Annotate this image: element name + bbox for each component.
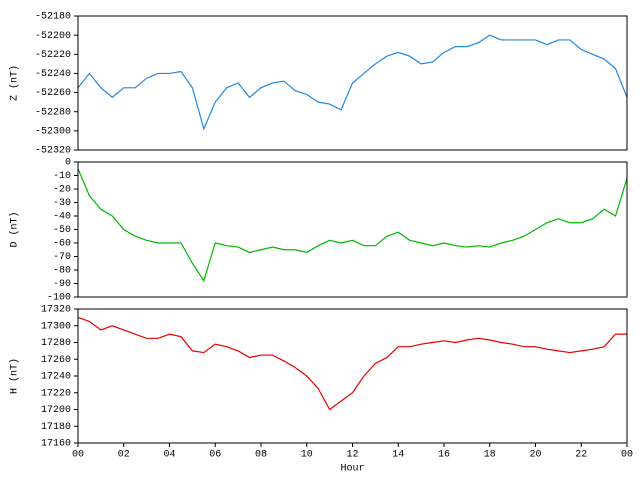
x-tick-label: 00	[621, 450, 633, 461]
y-tick-label: -100	[47, 293, 71, 304]
x-tick-label: 12	[346, 450, 358, 461]
y-axis-label: Z (nT)	[9, 65, 21, 101]
data-line	[77, 168, 628, 283]
x-tick-label: 20	[529, 450, 541, 461]
y-tick-label: -52200	[35, 31, 71, 42]
y-tick-label: -30	[53, 198, 71, 209]
y-tick-label: 17200	[41, 405, 71, 416]
y-tick-label: -50	[53, 225, 71, 236]
plot-frame	[77, 15, 628, 151]
data-line	[77, 34, 628, 131]
y-tick-label: -52320	[35, 146, 71, 157]
x-tick-label: 18	[484, 450, 496, 461]
y-tick-label: -52260	[35, 88, 71, 99]
y-tick-label: -20	[53, 185, 71, 196]
y-axis-label: H (nT)	[9, 358, 21, 394]
y-tick-label: -40	[53, 212, 71, 223]
y-tick-label: -70	[53, 252, 71, 263]
y-tick-label: 17320	[41, 305, 71, 316]
x-tick-label: 04	[163, 450, 175, 461]
x-tick-label: 00	[72, 450, 84, 461]
x-tick-label: 22	[575, 450, 587, 461]
y-tick-label: -52280	[35, 107, 71, 118]
y-tick-label: 17260	[41, 355, 71, 366]
y-tick-label: 17240	[41, 372, 71, 383]
y-tick-label: -10	[53, 171, 71, 182]
y-tick-label: 0	[65, 158, 71, 169]
x-tick-label: 16	[438, 450, 450, 461]
x-tick-label: 14	[392, 450, 404, 461]
y-tick-label: 17220	[41, 388, 71, 399]
y-tick-label: -52220	[35, 50, 71, 61]
y-tick-label: -52300	[35, 126, 71, 137]
y-tick-label: -80	[53, 266, 71, 277]
plot-frame	[77, 161, 628, 298]
plot-frame	[77, 308, 628, 444]
x-tick-label: 10	[301, 450, 313, 461]
x-tick-label: 06	[209, 450, 221, 461]
y-tick-label: -52180	[35, 12, 71, 23]
y-tick-label: 17300	[41, 321, 71, 332]
data-line	[77, 316, 627, 411]
y-tick-label: -90	[53, 279, 71, 290]
x-axis-label: Hour	[340, 464, 364, 475]
y-tick-label: -60	[53, 239, 71, 250]
y-tick-label: -52240	[35, 69, 71, 80]
y-axis-label: D (nT)	[9, 211, 21, 247]
y-tick-label: 17280	[41, 338, 71, 349]
x-tick-label: 08	[255, 450, 267, 461]
y-tick-label: 17180	[41, 422, 71, 433]
x-tick-label: 02	[118, 450, 130, 461]
y-tick-label: 17160	[41, 439, 71, 450]
